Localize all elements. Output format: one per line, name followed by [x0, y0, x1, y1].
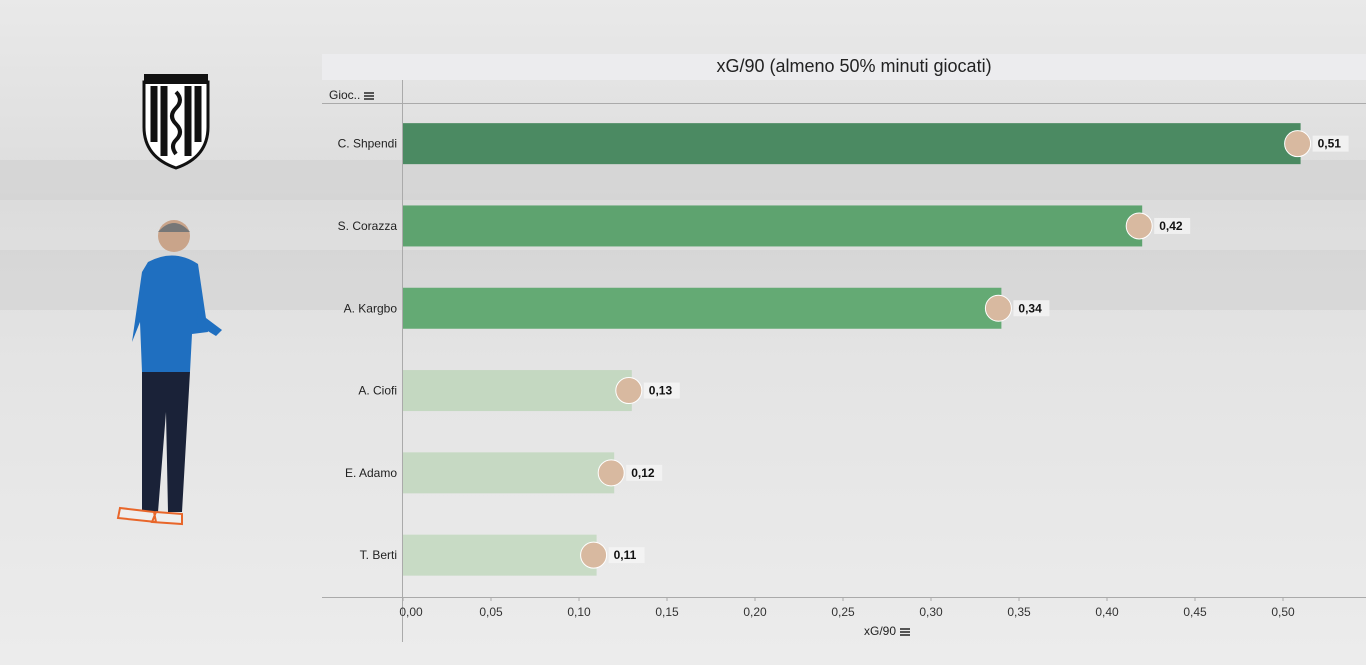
- x-tick-label: 0,35: [1007, 605, 1031, 619]
- x-tick-label: 0,15: [655, 605, 679, 619]
- bar: [403, 534, 597, 576]
- sort-icon[interactable]: [364, 91, 375, 100]
- value-label: 0,12: [631, 466, 655, 480]
- coach-image: [116, 220, 222, 526]
- value-label: 0,51: [1318, 137, 1342, 151]
- header-divider: [322, 103, 1366, 104]
- bar: [403, 287, 1002, 329]
- row-label: A. Kargbo: [344, 301, 398, 315]
- row-label: A. Ciofi: [358, 384, 397, 398]
- value-label-bg: [1154, 217, 1191, 234]
- row-label: S. Corazza: [338, 219, 398, 233]
- x-tick-label: 0,10: [567, 605, 591, 619]
- player-photo: [615, 377, 643, 405]
- bar: [403, 452, 615, 494]
- x-axis-line: [322, 597, 1366, 598]
- player-photo: [984, 294, 1012, 322]
- x-tick-label: 0,45: [1183, 605, 1207, 619]
- value-label: 0,42: [1159, 219, 1183, 233]
- bar: [403, 370, 632, 412]
- chart-title: xG/90 (almeno 50% minuti giocati): [322, 54, 1366, 80]
- x-tick-label: 0,30: [919, 605, 943, 619]
- x-tick-label: 0,50: [1271, 605, 1295, 619]
- bar: [403, 123, 1301, 165]
- row-header[interactable]: Gioc..: [329, 88, 375, 102]
- player-photo: [597, 459, 625, 487]
- x-tick-label: 0,00: [399, 605, 423, 619]
- value-label-bg: [1013, 300, 1050, 317]
- x-tick-label: 0,20: [743, 605, 767, 619]
- x-tick-label: 0,40: [1095, 605, 1119, 619]
- x-tick-label: 0,05: [479, 605, 503, 619]
- club-logo: [142, 74, 210, 170]
- value-label-bg: [643, 382, 680, 399]
- y-axis-line: [402, 80, 403, 642]
- value-label-bg: [1312, 135, 1349, 152]
- value-label: 0,34: [1018, 301, 1042, 315]
- row-label: C. Shpendi: [338, 137, 397, 151]
- player-photo: [580, 541, 608, 569]
- player-photo: [1284, 130, 1312, 158]
- x-axis-title-label: xG/90: [864, 624, 897, 638]
- x-axis-title[interactable]: xG/90: [864, 624, 911, 638]
- value-label: 0,13: [649, 384, 673, 398]
- value-label: 0,11: [614, 548, 637, 562]
- row-header-label: Gioc..: [329, 88, 361, 102]
- sort-icon[interactable]: [900, 627, 911, 636]
- value-label-bg: [608, 547, 645, 564]
- player-photo: [1125, 212, 1153, 240]
- row-label: T. Berti: [360, 548, 397, 562]
- x-tick-label: 0,25: [831, 605, 855, 619]
- background-stands: [0, 160, 1366, 200]
- bar: [403, 205, 1143, 247]
- value-label-bg: [626, 464, 663, 481]
- row-label: E. Adamo: [345, 466, 397, 480]
